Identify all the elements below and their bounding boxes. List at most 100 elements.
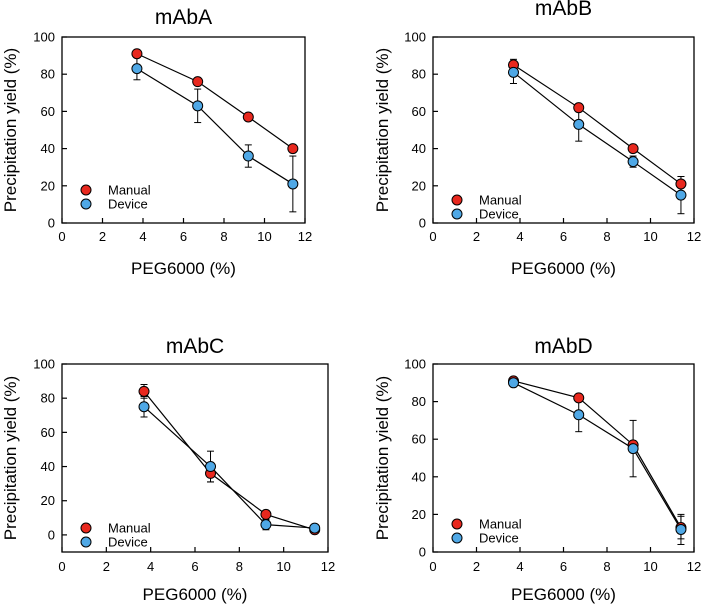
legend-marker-device [80, 198, 92, 210]
x-tick-label: 2 [103, 559, 110, 574]
data-point-device [675, 523, 687, 535]
legend-marker-manual [451, 194, 463, 206]
y-tick-label: 60 [412, 432, 426, 447]
series-line-device [143, 406, 315, 529]
x-tick-label: 4 [139, 229, 146, 244]
x-tick-label: 2 [473, 559, 480, 574]
data-point-manual [260, 508, 272, 520]
plot-frame [61, 363, 329, 553]
y-tick-label: 60 [41, 425, 55, 440]
y-axis-label: Precipitation yield (%) [1, 376, 20, 540]
series-line-device [136, 68, 294, 185]
y-tick-label: 100 [33, 30, 55, 45]
y-tick-label: 20 [41, 178, 55, 193]
y-tick-label: 80 [412, 67, 426, 82]
data-point-device [260, 519, 272, 531]
data-point-manual [192, 76, 204, 88]
y-tick-label: 40 [412, 469, 426, 484]
x-tick-label: 8 [220, 229, 227, 244]
legend-label-device: Device [108, 197, 148, 212]
legend-marker-manual [80, 522, 92, 534]
plot-frame [432, 36, 695, 224]
data-point-manual [675, 178, 687, 190]
x-tick-label: 4 [147, 559, 154, 574]
data-point-device [138, 401, 150, 413]
y-tick-label: 100 [404, 30, 426, 45]
x-tick-label: 10 [643, 559, 657, 574]
x-tick-label: 8 [603, 559, 610, 574]
x-tick-label: 8 [236, 559, 243, 574]
chart-title: mAbD [534, 335, 592, 358]
x-tick-label: 6 [180, 229, 187, 244]
x-tick-label: 6 [560, 559, 567, 574]
y-tick-label: 40 [41, 141, 55, 156]
data-point-device [205, 461, 217, 473]
y-axis-label: Precipitation yield (%) [373, 376, 392, 540]
y-tick-label: 100 [404, 357, 426, 372]
y-tick-label: 20 [41, 493, 55, 508]
x-axis-label: PEG6000 (%) [511, 585, 616, 604]
data-point-device [309, 522, 321, 534]
y-tick-label: 0 [48, 527, 55, 542]
legend-marker-device [80, 536, 92, 548]
data-point-device [287, 178, 299, 190]
x-tick-label: 6 [560, 229, 567, 244]
data-point-manual [287, 143, 299, 155]
chart-panel-mAbC: mAbC 0 2 4 6 8 10 12 0 20 40 60 80 100 PEG6000 (%) Prec… [1, 335, 335, 604]
plot-frame [61, 36, 306, 224]
y-tick-label: 0 [48, 216, 55, 231]
data-point-manual [573, 102, 585, 114]
chart-panel-mAbA: mAbA 0 2 4 6 8 10 12 0 20 40 60 80 100 PEG6000 (%) Prec… [1, 6, 312, 278]
data-point-manual [627, 143, 639, 155]
data-point-manual [242, 111, 254, 123]
x-tick-label: 8 [603, 229, 610, 244]
y-tick-label: 80 [41, 391, 55, 406]
x-axis-label: PEG6000 (%) [131, 259, 236, 278]
series-line-manual [143, 390, 315, 531]
x-tick-label: 12 [321, 559, 335, 574]
data-point-manual [573, 392, 585, 404]
data-point-device [675, 189, 687, 201]
x-tick-label: 10 [276, 559, 290, 574]
legend-marker-manual [451, 518, 463, 530]
x-tick-label: 12 [298, 229, 312, 244]
series-line-manual [513, 64, 682, 185]
y-tick-label: 0 [419, 216, 426, 231]
x-tick-label: 10 [643, 229, 657, 244]
y-tick-label: 60 [412, 104, 426, 119]
x-tick-label: 4 [516, 229, 523, 244]
x-tick-label: 2 [99, 229, 106, 244]
y-tick-label: 40 [412, 141, 426, 156]
data-point-device [627, 443, 639, 455]
legend-label-device: Device [108, 535, 148, 550]
legend-label-manual: Manual [479, 517, 522, 532]
data-point-device [573, 118, 585, 130]
legend-marker-device [451, 532, 463, 544]
y-axis-label: Precipitation yield (%) [373, 48, 392, 212]
y-tick-label: 40 [41, 459, 55, 474]
data-point-device [627, 156, 639, 168]
data-point-manual [138, 385, 150, 397]
data-point-device [507, 66, 519, 78]
x-tick-label: 10 [257, 229, 271, 244]
x-tick-label: 12 [687, 229, 701, 244]
series-line-device [513, 71, 682, 196]
series-line-manual [136, 53, 294, 150]
y-tick-label: 20 [412, 507, 426, 522]
x-tick-label: 0 [429, 559, 436, 574]
series-line-device [513, 382, 682, 530]
y-tick-label: 80 [412, 394, 426, 409]
y-tick-label: 60 [41, 104, 55, 119]
legend-label-manual: Manual [108, 183, 151, 198]
y-tick-label: 100 [33, 357, 55, 372]
x-tick-label: 6 [191, 559, 198, 574]
series-line-manual [513, 380, 682, 528]
legend-label-device: Device [479, 531, 519, 546]
x-tick-label: 0 [58, 229, 65, 244]
chart-title: mAbA [155, 6, 212, 29]
x-tick-label: 12 [687, 559, 701, 574]
x-tick-label: 4 [516, 559, 523, 574]
y-axis-label: Precipitation yield (%) [1, 48, 20, 212]
data-point-device [573, 409, 585, 421]
